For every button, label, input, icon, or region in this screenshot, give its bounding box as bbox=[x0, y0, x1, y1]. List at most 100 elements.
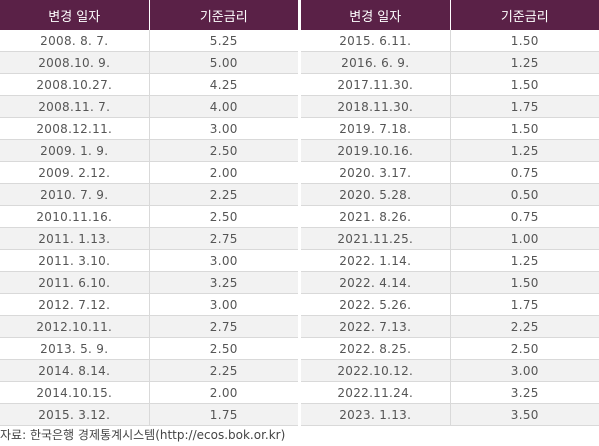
base-rate-cell: 1.50 bbox=[450, 73, 599, 96]
table-row: 2022.10.12. 3.00 bbox=[301, 359, 599, 382]
change-date-cell: 2009. 2.12. bbox=[0, 161, 150, 184]
table-row: 2022. 4.14. 1.50 bbox=[301, 271, 599, 294]
change-date-cell: 2008.10.27. bbox=[0, 73, 150, 96]
base-rate-cell: 1.25 bbox=[450, 139, 599, 162]
base-rate-cell: 2.25 bbox=[149, 183, 298, 206]
change-date-cell: 2015. 3.12. bbox=[0, 403, 150, 426]
base-rate-cell: 2.75 bbox=[149, 315, 298, 338]
table-row: 2021. 8.26. 0.75 bbox=[301, 205, 599, 228]
rate-table-right: 변경 일자 기준금리 2015. 6.11. 1.50 2016. 6. 9. 1.2… bbox=[301, 0, 599, 426]
base-rate-cell: 2.50 bbox=[149, 337, 298, 360]
table-row: 2010.11.16. 2.50 bbox=[0, 205, 298, 228]
base-rate-cell: 3.00 bbox=[450, 359, 599, 382]
table-row: 2012. 7.12. 3.00 bbox=[0, 293, 298, 316]
base-rate-cell: 1.50 bbox=[450, 271, 599, 294]
change-date-cell: 2022.11.24. bbox=[301, 381, 451, 404]
table-row: 2022.11.24. 3.25 bbox=[301, 381, 599, 404]
base-rate-cell: 1.00 bbox=[450, 227, 599, 250]
base-rate-cell: 3.25 bbox=[450, 381, 599, 404]
change-date-cell: 2011. 3.10. bbox=[0, 249, 150, 272]
base-rate-cell: 2.50 bbox=[149, 139, 298, 162]
base-rate-cell: 2.00 bbox=[149, 381, 298, 404]
table-row: 2011. 3.10. 3.00 bbox=[0, 249, 298, 272]
change-date-cell: 2017.11.30. bbox=[301, 73, 451, 96]
table-row: 2021.11.25. 1.00 bbox=[301, 227, 599, 250]
table-row: 2023. 1.13. 3.50 bbox=[301, 403, 599, 426]
table-row: 2020. 3.17. 0.75 bbox=[301, 161, 599, 184]
base-rate-cell: 0.75 bbox=[450, 205, 599, 228]
base-rate-cell: 3.00 bbox=[149, 117, 298, 140]
change-date-cell: 2018.11.30. bbox=[301, 95, 451, 118]
table-row: 2020. 5.28. 0.50 bbox=[301, 183, 599, 206]
base-rate-cell: 1.75 bbox=[450, 95, 599, 118]
change-date-cell: 2020. 3.17. bbox=[301, 161, 451, 184]
change-date-cell: 2016. 6. 9. bbox=[301, 51, 451, 74]
table-row: 2022. 7.13. 2.25 bbox=[301, 315, 599, 338]
change-date-cell: 2009. 1. 9. bbox=[0, 139, 150, 162]
base-rate-cell: 2.50 bbox=[450, 337, 599, 360]
change-date-cell: 2021. 8.26. bbox=[301, 205, 451, 228]
change-date-cell: 2022. 7.13. bbox=[301, 315, 451, 338]
base-rate-cell: 3.00 bbox=[149, 293, 298, 316]
change-date-cell: 2022.10.12. bbox=[301, 359, 451, 382]
header-base-rate: 기준금리 bbox=[148, 0, 298, 30]
base-rate-cell: 2.25 bbox=[149, 359, 298, 382]
change-date-cell: 2012. 7.12. bbox=[0, 293, 150, 316]
change-date-cell: 2019. 7.18. bbox=[301, 117, 451, 140]
change-date-cell: 2008.11. 7. bbox=[0, 95, 150, 118]
table-row: 2009. 1. 9. 2.50 bbox=[0, 139, 298, 162]
table-row: 2013. 5. 9. 2.50 bbox=[0, 337, 298, 360]
base-rate-cell: 1.50 bbox=[450, 117, 599, 140]
base-rate-cell: 3.25 bbox=[149, 271, 298, 294]
table-row: 2015. 3.12. 1.75 bbox=[0, 403, 298, 426]
change-date-cell: 2019.10.16. bbox=[301, 139, 451, 162]
source-note: 자료: 한국은행 경제통계시스템(http://ecos.bok.or.kr) bbox=[0, 428, 286, 442]
table-row: 2010. 7. 9. 2.25 bbox=[0, 183, 298, 206]
table-row: 2008.12.11. 3.00 bbox=[0, 117, 298, 140]
table-row: 2008.10.27. 4.25 bbox=[0, 73, 298, 96]
table-row: 2014. 8.14. 2.25 bbox=[0, 359, 298, 382]
base-rate-cell: 1.25 bbox=[450, 51, 599, 74]
change-date-cell: 2013. 5. 9. bbox=[0, 337, 150, 360]
base-rate-cell: 3.50 bbox=[450, 403, 599, 426]
base-rate-cell: 2.50 bbox=[149, 205, 298, 228]
table-header-row: 변경 일자 기준금리 bbox=[301, 0, 599, 30]
change-date-cell: 2015. 6.11. bbox=[301, 30, 451, 52]
base-rate-cell: 1.75 bbox=[450, 293, 599, 316]
base-rate-cell: 2.00 bbox=[149, 161, 298, 184]
base-rate-cell: 2.25 bbox=[450, 315, 599, 338]
table-row: 2019. 7.18. 1.50 bbox=[301, 117, 599, 140]
change-date-cell: 2011. 1.13. bbox=[0, 227, 150, 250]
table-row: 2011. 1.13. 2.75 bbox=[0, 227, 298, 250]
rate-table-left: 변경 일자 기준금리 2008. 8. 7. 5.25 2008.10. 9. 5.0… bbox=[0, 0, 298, 426]
change-date-cell: 2008. 8. 7. bbox=[0, 30, 150, 52]
table-row: 2016. 6. 9. 1.25 bbox=[301, 51, 599, 74]
table-row: 2011. 6.10. 3.25 bbox=[0, 271, 298, 294]
header-base-rate: 기준금리 bbox=[449, 0, 599, 30]
change-date-cell: 2020. 5.28. bbox=[301, 183, 451, 206]
base-rate-cell: 4.25 bbox=[149, 73, 298, 96]
change-date-cell: 2008.10. 9. bbox=[0, 51, 150, 74]
change-date-cell: 2011. 6.10. bbox=[0, 271, 150, 294]
change-date-cell: 2014. 8.14. bbox=[0, 359, 150, 382]
table-row: 2019.10.16. 1.25 bbox=[301, 139, 599, 162]
change-date-cell: 2023. 1.13. bbox=[301, 403, 451, 426]
change-date-cell: 2014.10.15. bbox=[0, 381, 150, 404]
table-row: 2008. 8. 7. 5.25 bbox=[0, 30, 298, 52]
base-rate-cell: 1.25 bbox=[450, 249, 599, 272]
table-header-row: 변경 일자 기준금리 bbox=[0, 0, 298, 30]
base-rate-cell: 2.75 bbox=[149, 227, 298, 250]
change-date-cell: 2012.10.11. bbox=[0, 315, 150, 338]
table-row: 2014.10.15. 2.00 bbox=[0, 381, 298, 404]
table-row: 2009. 2.12. 2.00 bbox=[0, 161, 298, 184]
table-row: 2018.11.30. 1.75 bbox=[301, 95, 599, 118]
change-date-cell: 2022. 5.26. bbox=[301, 293, 451, 316]
base-rate-cell: 3.00 bbox=[149, 249, 298, 272]
change-date-cell: 2010. 7. 9. bbox=[0, 183, 150, 206]
table-row: 2015. 6.11. 1.50 bbox=[301, 30, 599, 52]
table-row: 2022. 8.25. 2.50 bbox=[301, 337, 599, 360]
base-rate-cell: 0.50 bbox=[450, 183, 599, 206]
base-rate-cell: 5.25 bbox=[149, 30, 298, 52]
change-date-cell: 2010.11.16. bbox=[0, 205, 150, 228]
